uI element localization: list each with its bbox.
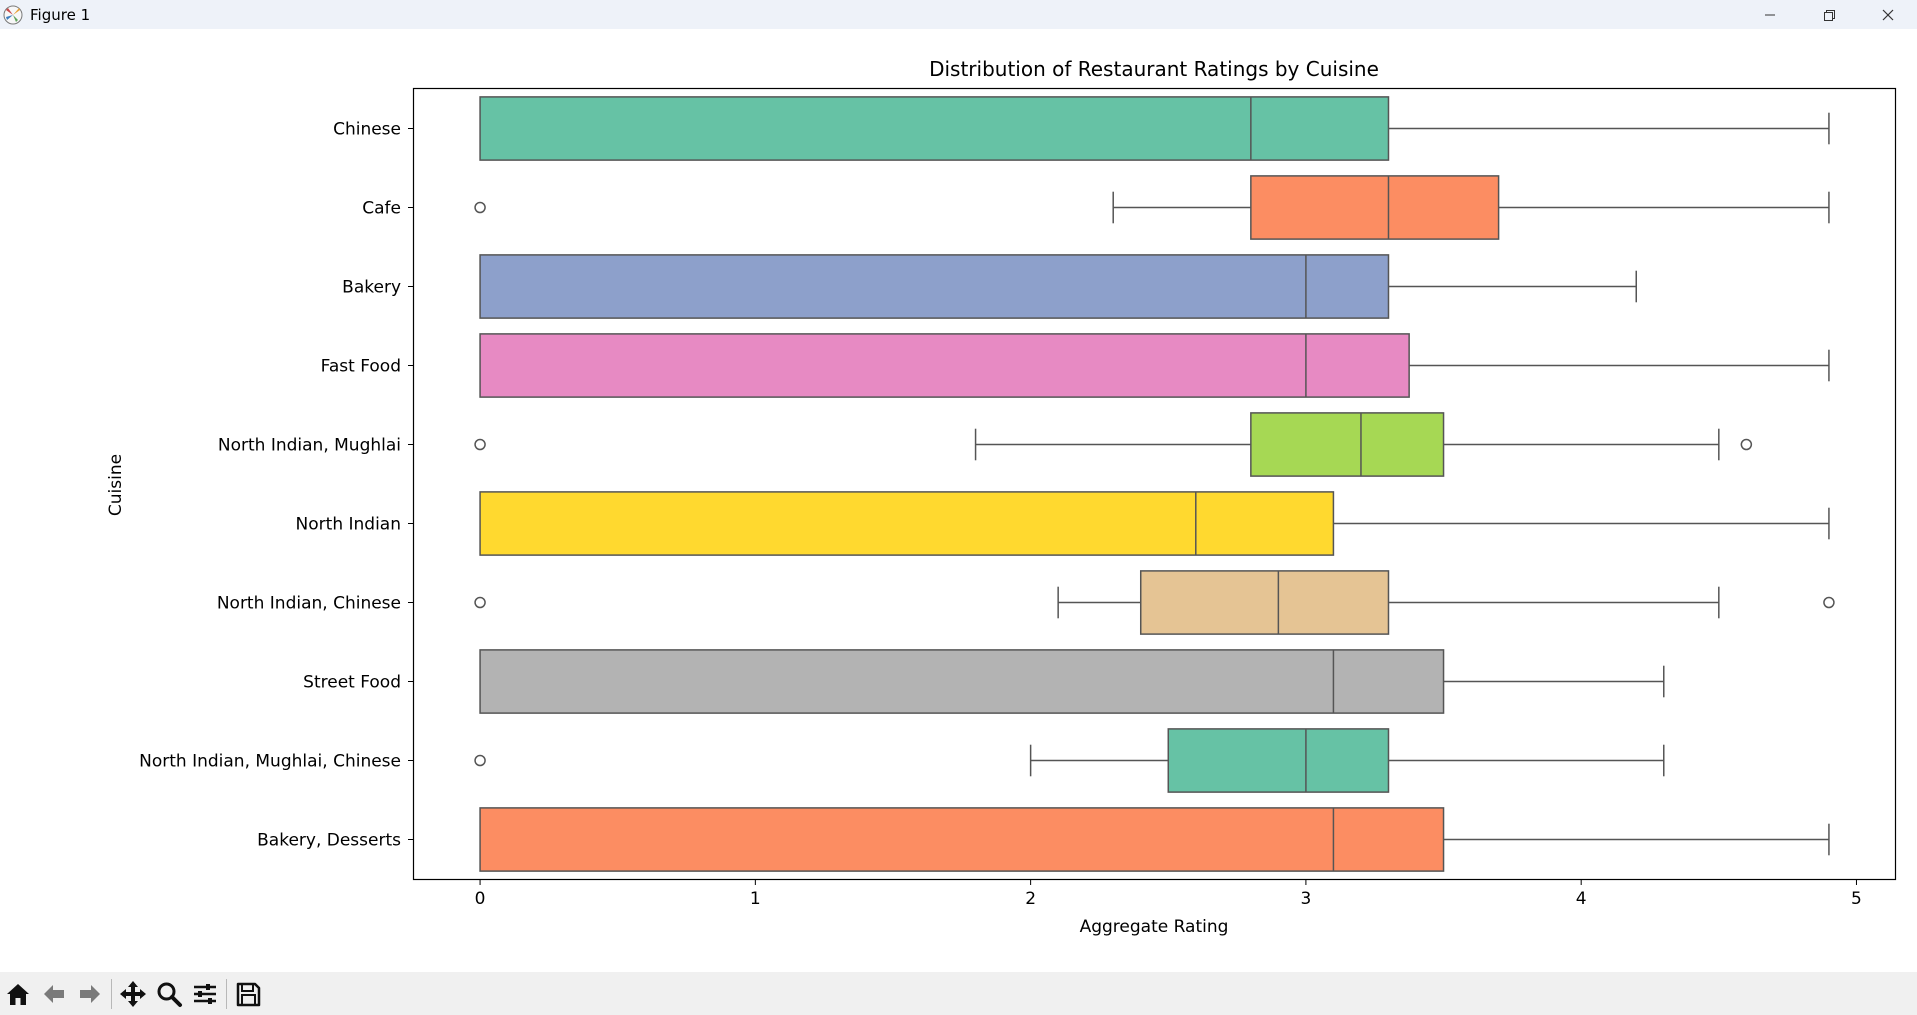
matplotlib-logo-icon	[2, 4, 24, 26]
close-button[interactable]	[1858, 0, 1917, 29]
x-tick-label: 1	[750, 889, 761, 909]
box-iqr	[479, 333, 1410, 398]
box-8: North Indian, Mughlai, Chinese	[139, 728, 1665, 793]
box-0: Chinese	[333, 96, 1830, 161]
toolbar-separator	[111, 978, 112, 1009]
box-7: Street Food	[303, 649, 1665, 714]
minimize-icon	[1764, 14, 1775, 15]
box-iqr	[479, 649, 1445, 714]
y-tick-label: North Indian, Chinese	[217, 594, 401, 614]
x-tick-label: 3	[1300, 889, 1311, 909]
y-tick-label: Fast Food	[321, 357, 401, 377]
box-iqr	[479, 807, 1445, 872]
window-controls	[1740, 0, 1917, 29]
box-1: Cafe	[362, 175, 1830, 240]
chart-title: Distribution of Restaurant Ratings by Cu…	[929, 57, 1379, 81]
save-icon	[236, 982, 261, 1006]
box-iqr	[1250, 175, 1500, 240]
pan-button[interactable]	[115, 976, 151, 1012]
box-6: North Indian, Chinese	[217, 570, 1835, 635]
box-iqr	[479, 96, 1390, 161]
zoom-icon	[157, 982, 182, 1007]
plot-area: 0 1 2 3 4 5 Chinese Cafe Bakery Fast Food North In…	[139, 96, 1862, 909]
axes-frame	[412, 87, 1897, 881]
navigation-toolbar	[0, 972, 1917, 1015]
y-tick-label: North Indian, Mughlai, Chinese	[139, 752, 401, 772]
close-icon	[1882, 9, 1893, 20]
x-tick-label: 4	[1576, 889, 1587, 909]
y-axis-label: Cuisine	[106, 454, 126, 516]
save-button[interactable]	[230, 976, 266, 1012]
home-icon	[7, 983, 29, 1005]
toolbar-separator	[226, 978, 227, 1009]
restore-button[interactable]	[1799, 0, 1858, 29]
forward-button[interactable]	[72, 976, 108, 1012]
box-9: Bakery, Desserts	[257, 807, 1830, 872]
x-tick-label: 5	[1851, 889, 1862, 909]
box-iqr	[479, 491, 1335, 556]
y-tick-label: Cafe	[362, 199, 401, 219]
box-iqr	[1250, 412, 1445, 477]
back-button[interactable]	[36, 976, 72, 1012]
x-tick-label: 0	[475, 889, 486, 909]
flier-point	[474, 438, 486, 451]
flier-point	[474, 754, 486, 767]
y-tick-label: Bakery, Desserts	[257, 831, 401, 851]
flier-point	[1823, 596, 1835, 609]
flier-point	[474, 201, 486, 214]
boxplot-chart: Distribution of Restaurant Ratings by Cu…	[106, 57, 1897, 937]
window-title: Figure 1	[30, 5, 91, 24]
x-tick-label: 2	[1025, 889, 1036, 909]
box-5: North Indian	[296, 491, 1830, 556]
arrow-left-icon	[44, 984, 64, 1003]
y-tick-label: Chinese	[333, 120, 401, 140]
restore-icon	[1823, 9, 1835, 21]
box-iqr	[1139, 570, 1390, 635]
y-tick-label: Street Food	[303, 673, 401, 693]
configure-button[interactable]	[187, 976, 223, 1012]
box-iqr	[1167, 728, 1390, 793]
flier-point	[474, 596, 486, 609]
y-tick-label: North Indian	[296, 515, 401, 535]
x-axis-label: Aggregate Rating	[1080, 917, 1229, 937]
minimize-button[interactable]	[1740, 0, 1799, 29]
y-tick-label: Bakery	[342, 278, 401, 298]
home-button[interactable]	[0, 976, 36, 1012]
box-2: Bakery	[342, 254, 1637, 319]
figure-canvas: Distribution of Restaurant Ratings by Cu…	[0, 29, 1917, 972]
flier-point	[1740, 438, 1753, 451]
y-tick-label: North Indian, Mughlai	[218, 436, 401, 456]
box-3: Fast Food	[321, 333, 1830, 398]
move-icon	[120, 980, 146, 1007]
box-iqr	[479, 254, 1390, 319]
window-titlebar: Figure 1	[0, 0, 1917, 29]
zoom-button[interactable]	[151, 976, 187, 1012]
sliders-icon	[194, 983, 216, 1004]
box-4: North Indian, Mughlai	[218, 412, 1753, 477]
arrow-right-icon	[80, 984, 100, 1003]
